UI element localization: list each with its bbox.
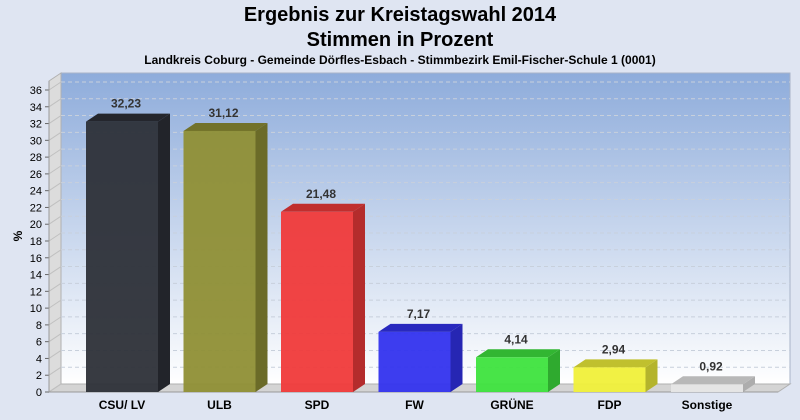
bar-value-label: 2,94 <box>602 342 626 356</box>
bar-top <box>378 323 463 332</box>
bar-top <box>671 376 755 385</box>
bar-value-label: 21,48 <box>306 187 336 201</box>
bar-side <box>743 376 755 392</box>
gridline-diagonal <box>48 98 62 108</box>
bar-top <box>573 359 658 368</box>
gridline-diagonal <box>48 299 62 309</box>
gridline-diagonal <box>48 266 62 275</box>
y-tick-label: 4 <box>36 353 42 365</box>
y-tick-label: 22 <box>30 202 42 214</box>
bar <box>573 367 646 392</box>
bar <box>183 130 256 392</box>
gridline-diagonal <box>48 333 62 343</box>
gridline-diagonal <box>48 383 62 393</box>
y-tick-label: 30 <box>30 135 42 147</box>
bar <box>671 384 743 392</box>
gridline-diagonal <box>48 115 62 124</box>
y-tick-label: 6 <box>36 337 42 349</box>
chart-caption: Landkreis Coburg - Gemeinde Dörfles-Esba… <box>144 53 656 67</box>
y-tick-label: 0 <box>36 387 42 399</box>
y-tick-label: 34 <box>30 102 42 114</box>
bar <box>281 211 353 392</box>
gridline-diagonal <box>48 316 62 326</box>
y-tick-label: 14 <box>30 270 42 282</box>
gridline-diagonal <box>48 249 62 259</box>
y-tick-label: 2 <box>36 370 42 382</box>
x-tick-label: FW <box>405 398 424 412</box>
y-tick-label: 20 <box>30 219 42 231</box>
bar-side <box>255 122 268 392</box>
gridline-diagonal <box>48 366 62 376</box>
gridline-diagonal <box>48 215 62 225</box>
bar-side <box>450 323 463 392</box>
x-tick-label: Sonstige <box>682 398 733 412</box>
bar-top <box>476 349 560 358</box>
plot-left-wall <box>48 72 62 393</box>
bar-value-label: 0,92 <box>699 359 723 373</box>
bar-side <box>158 113 170 393</box>
y-tick-label: 10 <box>30 303 42 315</box>
gridline-diagonal <box>48 81 62 91</box>
x-tick-label: FDP <box>598 398 622 412</box>
bar-top <box>86 113 170 122</box>
bar-side <box>353 203 365 392</box>
bar <box>378 331 451 392</box>
y-tick-label: 36 <box>30 85 42 97</box>
gridline-diagonal <box>48 282 62 292</box>
y-tick-label: 8 <box>36 320 42 332</box>
bar <box>86 121 158 393</box>
gridline-diagonal <box>48 232 62 242</box>
chart-title: Ergebnis zur Kreistagswahl 2014 <box>243 4 557 26</box>
y-tick-label: 12 <box>30 286 42 298</box>
bar <box>476 357 548 392</box>
gridline-diagonal <box>48 165 62 175</box>
bar-value-label: 31,12 <box>208 106 238 120</box>
y-tick-label: 16 <box>30 253 42 265</box>
bar-value-label: 7,17 <box>407 307 431 321</box>
gridline-diagonal <box>48 350 62 359</box>
gridline-diagonal <box>48 148 62 158</box>
bar-side <box>548 349 560 392</box>
gridline-diagonal <box>48 199 62 208</box>
y-tick-label: 18 <box>30 236 42 248</box>
bar-top <box>183 122 268 131</box>
y-tick-label: 28 <box>30 152 42 164</box>
bar-value-label: 32,23 <box>111 97 141 111</box>
chart-subtitle: Stimmen in Prozent <box>306 29 494 51</box>
y-tick-label: 26 <box>30 169 42 181</box>
x-tick-label: SPD <box>305 398 330 412</box>
bar-side <box>645 359 658 392</box>
gridline-diagonal <box>48 131 62 141</box>
y-tick-label: 24 <box>30 186 42 198</box>
gridline-diagonal <box>48 182 62 192</box>
x-tick-label: CSU/ LV <box>99 398 145 412</box>
x-tick-label: ULB <box>207 398 232 412</box>
y-tick-label: 32 <box>30 119 42 131</box>
x-tick-label: GRÜNE <box>490 397 533 412</box>
y-axis-label: % <box>11 230 25 241</box>
bar-value-label: 4,14 <box>504 332 528 346</box>
bar-top <box>281 203 365 212</box>
